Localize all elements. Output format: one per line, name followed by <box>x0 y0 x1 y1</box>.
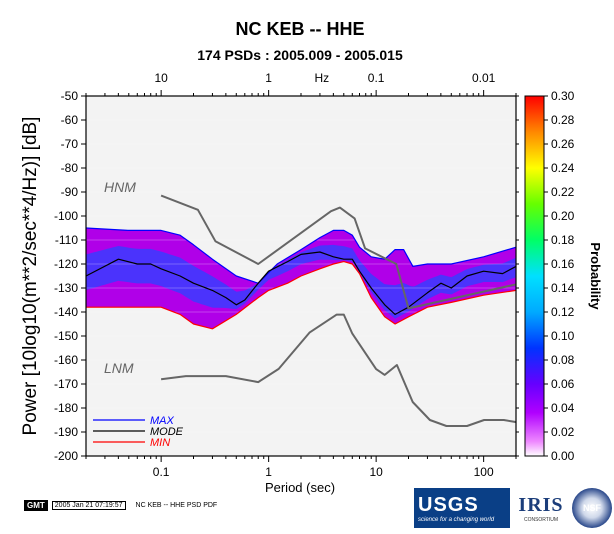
series-line-max <box>86 227 516 284</box>
top-tick-label: 0.01 <box>472 71 496 85</box>
x-tick-label: 10 <box>369 465 383 479</box>
colorbar-tick-label: 0.08 <box>551 353 575 367</box>
gmt-logo: GMT <box>24 500 48 511</box>
top-tick-label: 0.1 <box>368 71 385 85</box>
y-tick-label: -180 <box>54 401 78 415</box>
series-line-hnm <box>160 194 516 310</box>
y-tick-label: -100 <box>54 209 78 223</box>
colorbar-tick-label: 0.24 <box>551 161 575 175</box>
y-tick-label: -120 <box>54 257 78 271</box>
colorbar-tick-label: 0.18 <box>551 233 575 247</box>
legend-label-min: MIN <box>150 437 170 449</box>
colorbar-tick-label: 0.02 <box>551 425 575 439</box>
colorbar-tick-label: 0.20 <box>551 209 575 223</box>
y-tick-label: -80 <box>61 161 79 175</box>
y-tick-label: -70 <box>61 137 79 151</box>
top-axis-label: Hz <box>314 71 329 85</box>
sponsor-logos: USGS science for a changing world IRIS C… <box>414 488 612 528</box>
colorbar-tick-label: 0.28 <box>551 113 575 127</box>
y-tick-label: -140 <box>54 305 78 319</box>
annotation-lnm: LNM <box>104 360 134 376</box>
nsf-logo: NSF <box>572 488 612 528</box>
y-tick-label: -150 <box>54 329 78 343</box>
colorbar-tick-label: 0.16 <box>551 257 575 271</box>
legend-label-max: MAX <box>150 415 175 427</box>
x-tick-label: 0.1 <box>153 465 170 479</box>
y-tick-label: -160 <box>54 353 78 367</box>
iris-logo: IRIS CONSORTIUM <box>516 488 566 528</box>
usgs-logo: USGS science for a changing world <box>414 488 510 528</box>
y-tick-label: -110 <box>55 233 78 247</box>
series-line-mode <box>86 251 516 315</box>
colorbar-tick-label: 0.12 <box>551 305 575 319</box>
annotation-hnm: HNM <box>104 179 136 195</box>
colorbar-tick-label: 0.00 <box>551 449 575 463</box>
gmt-stamp: GMT 2005 Jan 21 07:19:57 NC KEB -- HHE P… <box>24 500 217 511</box>
y-tick-label: -60 <box>61 113 79 127</box>
usgs-logo-text: USGS <box>418 493 479 516</box>
y-tick-label: -190 <box>54 425 78 439</box>
timestamp: 2005 Jan 21 07:19:57 <box>51 501 126 510</box>
chart-title: NC KEB -- HHE <box>236 19 365 39</box>
colorbar-tick-label: 0.06 <box>551 377 575 391</box>
usgs-tagline: science for a changing world <box>418 516 495 523</box>
footer-caption: NC KEB -- HHE PSD PDF <box>135 502 218 509</box>
x-axis-label: Period (sec) <box>265 480 335 495</box>
colorbar-label: Probability <box>588 242 603 310</box>
iris-logo-sub: CONSORTIUM <box>523 516 559 523</box>
y-tick-label: -130 <box>54 281 78 295</box>
top-tick-label: 10 <box>154 71 168 85</box>
colorbar-tick-label: 0.30 <box>551 89 575 103</box>
colorbar-tick-label: 0.04 <box>551 401 575 415</box>
y-axis-label: Power [10log10(m**2/sec**4/Hz)] [dB] <box>20 117 41 436</box>
legend-label-mode: MODE <box>150 426 184 438</box>
x-tick-label: 1 <box>265 465 272 479</box>
colorbar <box>524 95 545 457</box>
y-tick-label: -170 <box>54 377 78 391</box>
y-tick-label: -200 <box>54 449 78 463</box>
series-line-lnm <box>160 313 516 427</box>
colorbar-tick-label: 0.26 <box>551 137 575 151</box>
series-line-min <box>86 261 516 330</box>
y-tick-label: -90 <box>61 185 79 199</box>
pdf-band-inner <box>86 244 516 319</box>
colorbar-tick-label: 0.22 <box>551 185 575 199</box>
y-tick-label: -50 <box>61 89 79 103</box>
iris-logo-text: IRIS <box>518 493 564 516</box>
colorbar-tick-label: 0.14 <box>551 281 575 295</box>
colorbar-tick-label: 0.10 <box>551 329 575 343</box>
chart-subtitle: 174 PSDs : 2005.009 - 2005.015 <box>197 47 403 63</box>
top-tick-label: 1 <box>265 71 272 85</box>
x-tick-label: 100 <box>474 465 494 479</box>
